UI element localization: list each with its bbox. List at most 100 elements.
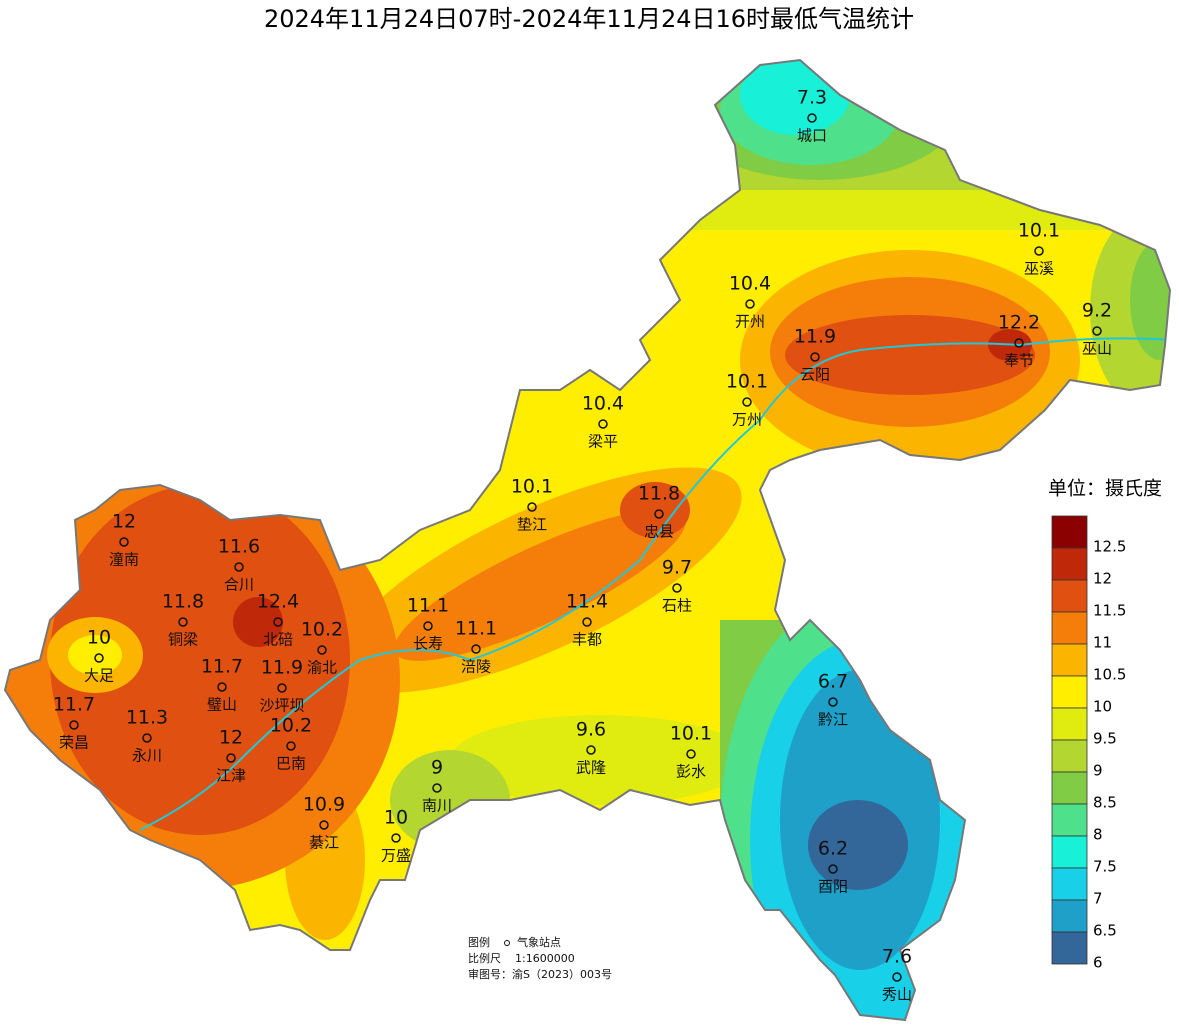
station-name: 潼南	[109, 551, 139, 569]
station-name: 石柱	[662, 597, 692, 615]
legend-swatch	[1051, 739, 1088, 773]
station-name: 长寿	[413, 635, 443, 653]
station-marker	[69, 720, 79, 730]
station-name: 铜梁	[168, 631, 198, 649]
station-marker	[178, 617, 188, 627]
station: 11.8 忠县	[638, 483, 680, 541]
station-name: 黔江	[818, 711, 848, 729]
approval: 审图号：渝S（2023）003号	[468, 967, 612, 981]
station-marker	[828, 864, 838, 874]
station: 11.7 璧山	[201, 656, 243, 714]
station-name: 南川	[422, 797, 452, 815]
station: 11.1 涪陵	[455, 618, 497, 676]
station-marker	[672, 583, 682, 593]
station-marker	[742, 397, 752, 407]
station: 7.6 秀山	[882, 946, 912, 1004]
station-value: 11.8	[638, 483, 680, 505]
station-value: 11.7	[53, 694, 95, 716]
station-marker	[119, 537, 129, 547]
station-name: 綦江	[309, 834, 339, 852]
station-name: 丰都	[572, 631, 602, 649]
station: 10 大足	[84, 627, 114, 685]
station-marker	[1034, 246, 1044, 256]
station-marker	[286, 741, 296, 751]
station-value: 11.1	[455, 618, 497, 640]
legend-swatch	[1051, 643, 1088, 677]
station-marker	[423, 621, 433, 631]
station-marker	[319, 820, 329, 830]
station-marker	[277, 683, 287, 693]
station: 10.4 梁平	[582, 393, 624, 451]
station-name: 璧山	[207, 696, 237, 714]
legend-swatch	[1051, 899, 1088, 933]
map-notes: 图例 气象站点 比例尺 1:1600000 审图号：渝S（2023）003号	[468, 935, 612, 981]
station-value: 11.9	[794, 326, 836, 348]
station: 10.1 巫溪	[1018, 220, 1060, 278]
legend-tick-label: 9.5	[1093, 730, 1117, 748]
legend-title: 单位：摄氏度	[1048, 478, 1162, 500]
legend-swatch	[1051, 835, 1088, 869]
station-marker	[273, 617, 283, 627]
legend-swatch	[1051, 867, 1088, 901]
station-value: 11.9	[261, 657, 303, 679]
station-value: 10.4	[729, 273, 771, 295]
station-value: 12.4	[257, 591, 299, 613]
station-name: 奉节	[1004, 352, 1034, 370]
station-name: 合川	[224, 576, 254, 594]
station: 11.7 荣昌	[53, 694, 95, 752]
station-value: 11.8	[162, 591, 204, 613]
legend-tick-label: 10.5	[1093, 666, 1126, 684]
station: 10.4 开州	[729, 273, 771, 331]
legend-label: 图例	[468, 935, 490, 949]
station: 11.9 沙坪坝	[259, 657, 304, 715]
scale-label: 比例尺	[468, 951, 501, 965]
legend-swatch	[1051, 707, 1088, 741]
station: 9.6 武隆	[576, 719, 606, 777]
legend-tick-label: 6	[1093, 954, 1103, 972]
station-value: 9.6	[576, 719, 606, 741]
legend-tick-label: 12	[1093, 570, 1112, 588]
station-name: 开州	[735, 313, 765, 331]
station-marker	[686, 749, 696, 759]
legend-tick-label: 7	[1093, 890, 1103, 908]
station-value: 7.6	[882, 946, 912, 968]
station-marker	[745, 299, 755, 309]
station-value: 9	[431, 757, 443, 779]
station-value: 11.6	[218, 536, 260, 558]
station: 11.1 长寿	[407, 595, 449, 653]
legend-swatch	[1051, 931, 1088, 965]
station: 10 万盛	[381, 807, 411, 865]
legend-swatch	[1051, 675, 1088, 709]
station-marker	[226, 753, 236, 763]
map-title: 2024年11月24日07时-2024年11月24日16时最低气温统计	[264, 5, 914, 33]
station-value: 11.7	[201, 656, 243, 678]
station-value: 10	[87, 627, 111, 649]
legend-swatch	[1051, 579, 1088, 613]
station-value: 12	[112, 511, 136, 533]
station-marker	[217, 682, 227, 692]
station-value: 11.3	[126, 707, 168, 729]
station: 10.1 垫江	[511, 476, 553, 534]
station-name: 大足	[84, 667, 114, 685]
station-marker	[234, 562, 244, 572]
station-value: 9.7	[662, 557, 692, 579]
station: 9 南川	[422, 757, 452, 815]
legend-tick-label: 6.5	[1093, 922, 1117, 940]
legend-tick-label: 12.5	[1093, 538, 1126, 556]
legend-swatch	[1051, 803, 1088, 837]
station-marker	[94, 653, 104, 663]
station-value: 10.1	[1018, 220, 1060, 242]
station-name: 城口	[797, 127, 827, 145]
station-value: 10.1	[511, 476, 553, 498]
station: 12 江津	[216, 727, 246, 785]
station: 7.3 城口	[797, 87, 827, 145]
station: 11.8 铜梁	[162, 591, 204, 649]
station: 10.2 巴南	[270, 715, 312, 773]
station-value: 10.2	[270, 715, 312, 737]
station: 10.1 万州	[726, 371, 768, 429]
station-name: 巴南	[276, 755, 306, 773]
station-marker	[471, 644, 481, 654]
station-marker	[432, 783, 442, 793]
station-value: 6.2	[818, 838, 848, 860]
